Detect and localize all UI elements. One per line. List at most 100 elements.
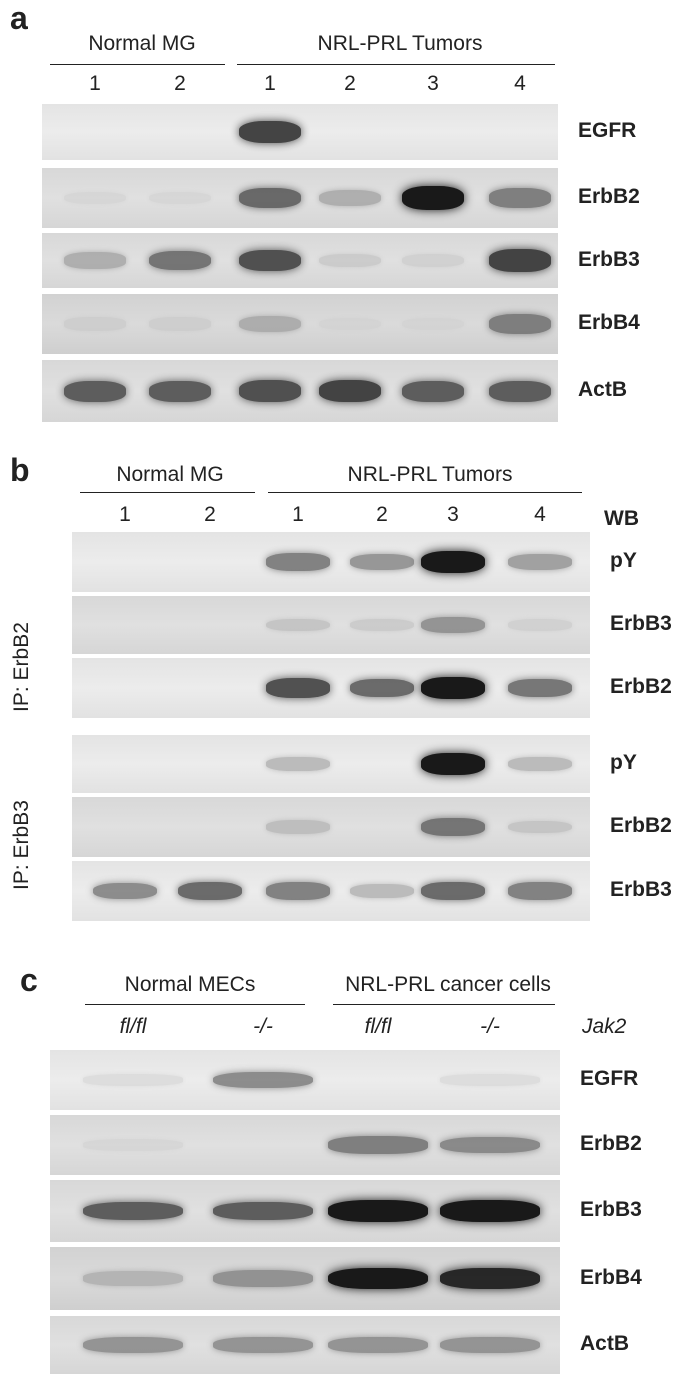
panel-c-band xyxy=(440,1136,540,1154)
panel-a-band xyxy=(239,380,301,402)
panel-b-ip-erbb2-label: IP: ErbB2 xyxy=(10,622,33,712)
panel-c-row-label: ActB xyxy=(580,1332,630,1355)
panel-b-band xyxy=(421,616,485,634)
panel-b-blot-row xyxy=(72,735,590,793)
panel-a-band xyxy=(64,317,126,331)
panel-b-band xyxy=(266,882,330,900)
panel-b-group-normal-mg: Normal MG xyxy=(116,463,224,486)
panel-b-row-label: ErbB2 xyxy=(610,814,672,837)
panel-b-band xyxy=(266,553,330,571)
panel-b-band xyxy=(508,679,572,697)
panel-a-band xyxy=(149,380,211,402)
panel-c-band xyxy=(83,1336,183,1354)
panel-c-row-label: ErbB4 xyxy=(580,1265,642,1289)
panel-a-letter: a xyxy=(10,0,28,36)
panel-b-lane-number: 1 xyxy=(119,503,131,526)
panel-b-group-tumors: NRL-PRL Tumors xyxy=(347,463,513,486)
panel-a-band xyxy=(149,191,211,205)
panel-c-band xyxy=(440,1267,540,1290)
panel-b-row-label: pY xyxy=(610,549,637,572)
panel-a-band xyxy=(402,317,464,331)
panel-b-lane-number: 2 xyxy=(204,503,216,526)
panel-a-band xyxy=(489,314,551,334)
panel-b-band xyxy=(421,881,485,901)
panel-b-band xyxy=(266,678,330,698)
panel-b-blot-row xyxy=(72,658,590,718)
panel-a-group-normal-mg: Normal MG xyxy=(88,32,196,55)
panel-c-band xyxy=(440,1074,540,1086)
panel-c-band xyxy=(213,1336,313,1354)
panel-b-blot-row xyxy=(72,797,590,857)
panel-b-band xyxy=(421,818,485,836)
panel-b-row-label: pY xyxy=(610,751,637,774)
panel-c-band xyxy=(213,1071,313,1089)
panel-a-lane-number: 2 xyxy=(174,72,186,95)
panel-c-condition-label: fl/fl xyxy=(364,1015,392,1038)
panel-a-lane-number: 1 xyxy=(89,72,101,95)
panel-a-group-normal-underline xyxy=(50,64,225,65)
panel-c-condition-label: fl/fl xyxy=(119,1015,147,1038)
panel-c-row-label: EGFR xyxy=(580,1067,639,1090)
panel-a-band xyxy=(239,187,301,209)
panel-a-row-label: ActB xyxy=(578,378,628,401)
panel-b-band xyxy=(508,756,572,771)
panel-b-band xyxy=(266,820,330,834)
panel-c-band xyxy=(328,1336,428,1354)
panel-a-band xyxy=(319,253,381,268)
panel-b-band xyxy=(350,883,414,898)
panel-b-band xyxy=(508,882,572,900)
panel-c-blot-row xyxy=(50,1247,560,1310)
panel-c-row-label: ErbB3 xyxy=(580,1198,642,1221)
panel-a-band xyxy=(319,379,381,403)
panel-a-blot-row xyxy=(42,168,558,228)
panel-c-group-normal-mecs: Normal MECs xyxy=(124,973,256,996)
panel-b-band xyxy=(508,820,572,834)
panel-a-band xyxy=(402,253,464,268)
panel-a-band xyxy=(319,317,381,331)
panel-c-band xyxy=(440,1200,540,1222)
panel-a-blot-row xyxy=(42,104,558,160)
panel-c-blot-row xyxy=(50,1050,560,1110)
panel-a-band xyxy=(239,249,301,272)
panel-c-condition-label: -/- xyxy=(253,1015,273,1038)
panel-a-lane-number: 1 xyxy=(264,72,276,95)
panel-a-band xyxy=(239,315,301,333)
panel-c-band xyxy=(83,1271,183,1286)
panel-a-blot-row xyxy=(42,360,558,422)
panel-c-letter: c xyxy=(20,962,38,998)
panel-a-band xyxy=(319,189,381,207)
panel-a-band xyxy=(239,120,301,144)
panel-a-band xyxy=(149,317,211,331)
panel-a-blot-row xyxy=(42,294,558,354)
panel-a-group-tumors-underline xyxy=(237,64,555,65)
panel-a-band xyxy=(64,380,126,402)
panel-b-band xyxy=(508,619,572,631)
panel-c-blot-row xyxy=(50,1115,560,1175)
panel-b-band xyxy=(421,753,485,775)
panel-a-row-label: ErbB2 xyxy=(578,185,640,208)
panel-b-lane-number: 2 xyxy=(376,503,388,526)
panel-b-row-label: ErbB3 xyxy=(610,878,672,901)
panel-a-band xyxy=(64,191,126,205)
panel-b-band xyxy=(266,756,330,771)
panel-b-lane-number: 3 xyxy=(447,503,459,526)
panel-c-band xyxy=(83,1139,183,1151)
panel-a-band xyxy=(489,380,551,402)
panel-c-group-cancer-underline xyxy=(333,1004,555,1005)
panel-c-blot-row xyxy=(50,1180,560,1242)
panel-b-band xyxy=(421,551,485,573)
panel-a-lane-number: 4 xyxy=(514,72,526,95)
panel-c-band xyxy=(328,1200,428,1222)
panel-a-row-label: ErbB3 xyxy=(578,247,640,271)
panel-c-row-label: ErbB2 xyxy=(580,1132,642,1155)
panel-b-band xyxy=(93,882,157,900)
panel-b-row-label: ErbB2 xyxy=(610,675,672,698)
panel-a-lane-number: 3 xyxy=(427,72,439,95)
panel-b-lane-number: 4 xyxy=(534,503,546,526)
panel-a-band xyxy=(402,186,464,210)
panel-c-band xyxy=(440,1336,540,1354)
panel-c-group-cancer-cells: NRL-PRL cancer cells xyxy=(345,973,551,996)
panel-c-group-normal-underline xyxy=(85,1004,305,1005)
panel-b-band xyxy=(508,554,572,570)
panel-c-condition-label: -/- xyxy=(480,1015,500,1038)
